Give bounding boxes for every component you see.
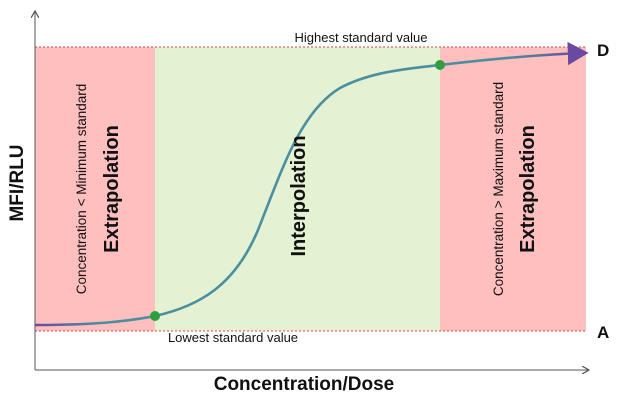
middle-region-title: Interpolation <box>288 135 310 256</box>
x-axis-label: Concentration/Dose <box>214 374 395 395</box>
left-extrapolation-region <box>35 47 155 331</box>
left-condition-label: Concentration < Minimum standard <box>74 84 89 294</box>
lowest-standard-label: Lowest standard value <box>168 330 298 345</box>
lowest-standard-point <box>150 311 160 321</box>
bottom-asymptote-label: A <box>597 323 609 342</box>
right-region-title: Extrapolation <box>517 125 539 253</box>
highest-standard-label: Highest standard value <box>295 30 428 45</box>
right-extrapolation-region <box>440 47 586 331</box>
right-condition-label: Concentration > Maximum standard <box>491 82 506 296</box>
top-asymptote-label: D <box>597 41 609 60</box>
interpolation-region <box>155 47 440 331</box>
y-axis-label: MFI/RLU <box>7 144 28 221</box>
left-region-title: Extrapolation <box>101 125 123 253</box>
highest-standard-point <box>435 60 445 70</box>
